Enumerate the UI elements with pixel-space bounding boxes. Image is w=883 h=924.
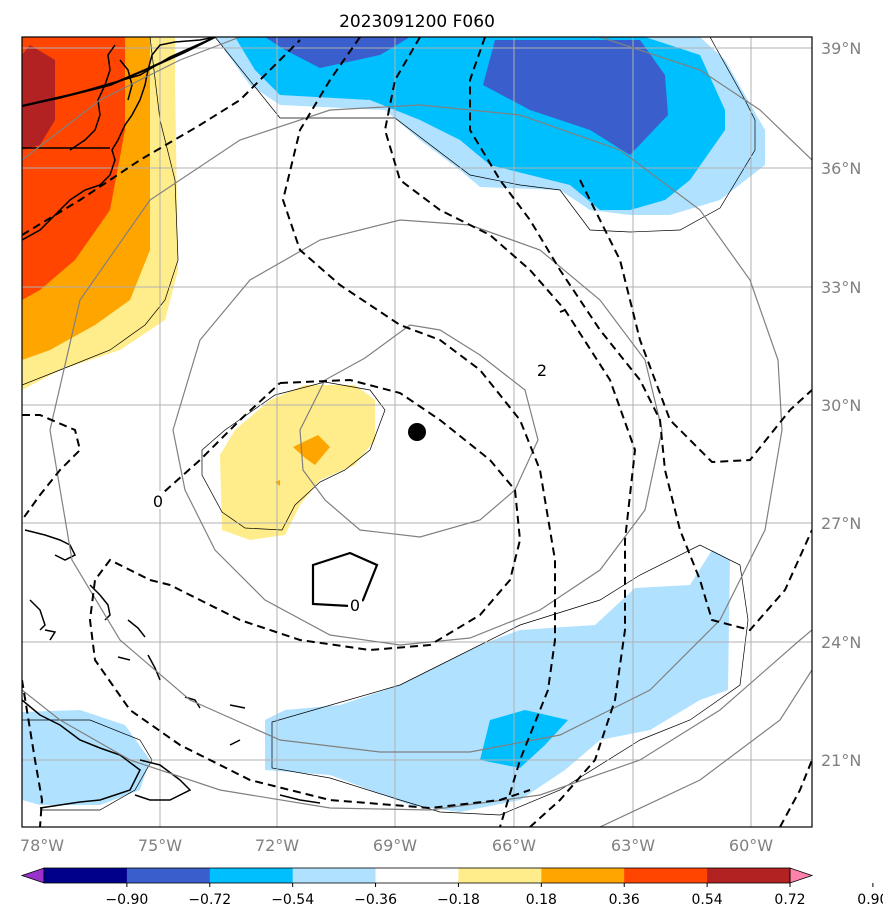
caicos	[229, 739, 241, 746]
colorbar-segment	[209, 868, 294, 883]
ring-4	[22, 629, 812, 811]
colorbar-label: 0.72	[774, 892, 805, 908]
lon-tick-labels: 78°W 75°W 72°W 69°W 66°W 63°W 60°W	[20, 836, 773, 855]
bahamas-2	[29, 599, 46, 631]
lat-tick-label: 27°N	[821, 514, 861, 533]
colorbar-segment	[44, 868, 128, 883]
pr	[279, 794, 321, 804]
chesapeake	[69, 44, 116, 151]
colorbar-segment	[126, 868, 211, 883]
ring-2	[172, 219, 663, 646]
us-east-coast	[22, 37, 216, 241]
lat-tick-label: 33°N	[821, 278, 861, 297]
colorbar-label: −0.18	[437, 892, 480, 908]
bahamas-5	[147, 654, 161, 681]
colorbar-label: −0.90	[105, 892, 148, 908]
colorbar-label: −0.36	[354, 892, 397, 908]
ring-5	[599, 37, 812, 161]
lon-tick-label: 75°W	[138, 836, 182, 855]
colorbar-outline	[43, 867, 791, 884]
contour-label-group: 2 0 0	[151, 360, 549, 615]
colorbar-segment	[707, 868, 791, 883]
bahamas-4	[127, 619, 146, 638]
lat-tick-label: 36°N	[821, 159, 861, 178]
gridlines	[22, 37, 812, 827]
ne-cold-deep	[265, 37, 410, 68]
colorbar-label: 0.90	[857, 892, 883, 908]
center-warm-mid	[293, 435, 330, 465]
se-cold-light	[265, 550, 730, 812]
colorbar-segment	[458, 868, 542, 883]
lat-tick-label: 39°N	[821, 39, 861, 58]
lon-tick-label: 72°W	[255, 836, 299, 855]
map-border	[21, 36, 813, 828]
shaded-field	[22, 37, 765, 812]
solid-contour-nw	[22, 37, 216, 108]
se-cold-mid	[480, 710, 568, 768]
bahamas-3	[89, 584, 111, 621]
range-rings	[22, 37, 812, 827]
colorbar-label: 0.36	[609, 892, 640, 908]
colorbar-extend-high	[789, 867, 814, 884]
storm-center-marker[interactable]	[408, 423, 426, 441]
colorbar: −0.90 −0.72 −0.54 −0.36 −0.18 0.18 0.36 0.54 0.7…	[20, 867, 883, 908]
center-warm-light	[220, 385, 375, 540]
lon-tick-label: 78°W	[20, 836, 64, 855]
cuba	[22, 699, 141, 809]
lon-tick-label: 60°W	[729, 836, 773, 855]
contour-label: 0	[153, 492, 163, 511]
colorbar-label: 0.54	[692, 892, 723, 908]
lat-tick-label: 21°N	[821, 751, 861, 770]
warm-field-max	[22, 45, 55, 150]
contour-label: 0	[350, 596, 360, 615]
ring-5b	[599, 669, 812, 827]
lon-tick-label: 69°W	[373, 836, 417, 855]
colorbar-label: −0.72	[188, 892, 231, 908]
colorbar-label: 0.18	[526, 892, 557, 908]
solid-contours	[22, 37, 379, 608]
colorbar-segment	[624, 868, 708, 883]
turks	[229, 704, 246, 709]
lat-tick-labels: 21°N 24°N 27°N 30°N 33°N 36°N 39°N	[821, 39, 861, 770]
colorbar-segment	[292, 868, 377, 883]
map-title: 2023091200 F060	[339, 12, 495, 32]
dashed-contours	[22, 37, 812, 827]
contour-label: 2	[537, 361, 547, 380]
lon-tick-label: 63°W	[611, 836, 655, 855]
hispaniola	[134, 759, 192, 801]
colorbar-extend-low	[20, 867, 45, 884]
zero-contour-loop	[311, 551, 379, 608]
lat-tick-label: 30°N	[821, 396, 861, 415]
colorbar-segment	[541, 868, 625, 883]
sw-cold-light	[22, 710, 150, 805]
ring-4b	[22, 37, 241, 161]
colorbar-label: −0.54	[271, 892, 314, 908]
lon-tick-label: 66°W	[492, 836, 536, 855]
map-panel[interactable]: 2 0 0	[22, 37, 812, 827]
bahamas-8	[44, 629, 57, 641]
ring-1	[299, 324, 539, 538]
lat-tick-label: 24°N	[821, 633, 861, 652]
ring-3	[49, 104, 783, 753]
colorbar-segment	[375, 868, 459, 883]
bahamas-6	[117, 656, 131, 661]
ne-cold-deep-2	[483, 40, 668, 155]
